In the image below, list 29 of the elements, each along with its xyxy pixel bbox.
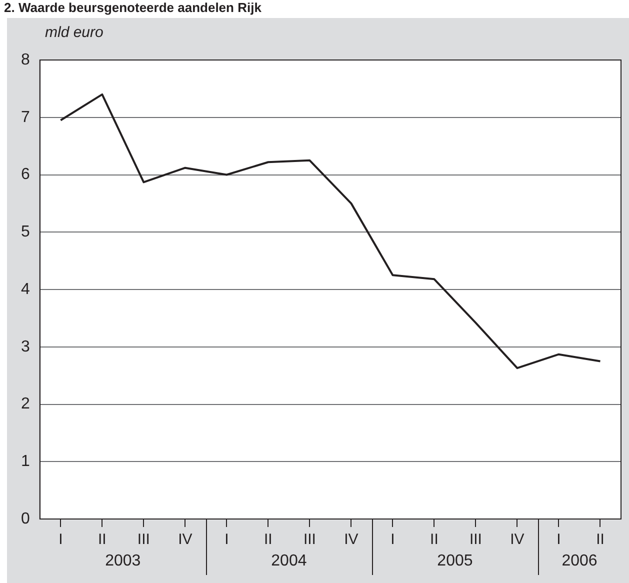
text: 2003 xyxy=(105,552,141,570)
x-tick-label: IV xyxy=(178,531,192,548)
x-tick-label: II xyxy=(596,531,604,548)
x-tick-label: II xyxy=(98,531,106,548)
x-tick-label: IV xyxy=(344,531,358,548)
x-tick-label: II xyxy=(264,531,272,548)
y-tick-label: 1 xyxy=(20,453,30,470)
x-tick-label: III xyxy=(303,531,316,548)
y-tick-label: 0 xyxy=(20,510,30,528)
x-tick-label: I xyxy=(58,531,63,548)
x-tick-label: II xyxy=(430,531,438,548)
y-tick-label: 7 xyxy=(20,108,30,126)
y-tick-label: 5 xyxy=(20,224,30,241)
y-tick-label: 4 xyxy=(20,280,30,298)
text: 2004 xyxy=(271,552,307,570)
x-tick-label: III xyxy=(469,531,482,548)
chart-title: 2. Waarde beursgenoteerde aandelen Rijk xyxy=(4,0,262,15)
y-tick-label: 2 xyxy=(20,396,30,413)
x-tick-label: I xyxy=(556,531,561,548)
y-tick-label: 8 xyxy=(20,51,30,68)
y-axis-title: mld euro xyxy=(45,24,104,41)
x-tick-label: III xyxy=(137,531,150,548)
text: 2006 xyxy=(562,552,598,570)
y-tick-label: 6 xyxy=(20,166,30,184)
y-tick-label: 3 xyxy=(20,338,30,356)
x-tick-label: IV xyxy=(510,531,524,548)
text: 2005 xyxy=(437,552,473,570)
x-tick-label: I xyxy=(224,531,229,548)
x-tick-label: I xyxy=(390,531,395,548)
